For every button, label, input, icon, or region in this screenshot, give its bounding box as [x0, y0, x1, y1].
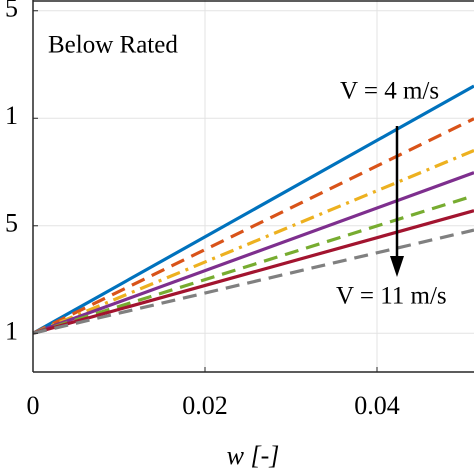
- y-tick-label: 5: [5, 0, 18, 23]
- x-tick-label: 0: [27, 391, 40, 420]
- arrow-head: [390, 256, 404, 277]
- annotation: Below Rated: [48, 32, 178, 59]
- y-tick-label: 1: [5, 316, 18, 345]
- series-line: [32, 194, 474, 335]
- y-tick-label: 5: [5, 209, 18, 238]
- series-line: [32, 171, 474, 335]
- series-line: [32, 209, 474, 335]
- series-line: [32, 117, 474, 335]
- lines: [32, 84, 474, 335]
- series-line: [32, 84, 474, 335]
- series-line: [32, 228, 474, 335]
- x-tick-label: 0.04: [354, 391, 400, 420]
- x-axis-label: w [-]: [227, 441, 280, 470]
- x-tick-label: 0.02: [182, 391, 228, 420]
- series-line: [32, 149, 474, 335]
- y-tick-label: 1: [5, 101, 18, 130]
- annotation: V = 11 m/s: [336, 283, 447, 310]
- annotation: V = 4 m/s: [340, 78, 439, 105]
